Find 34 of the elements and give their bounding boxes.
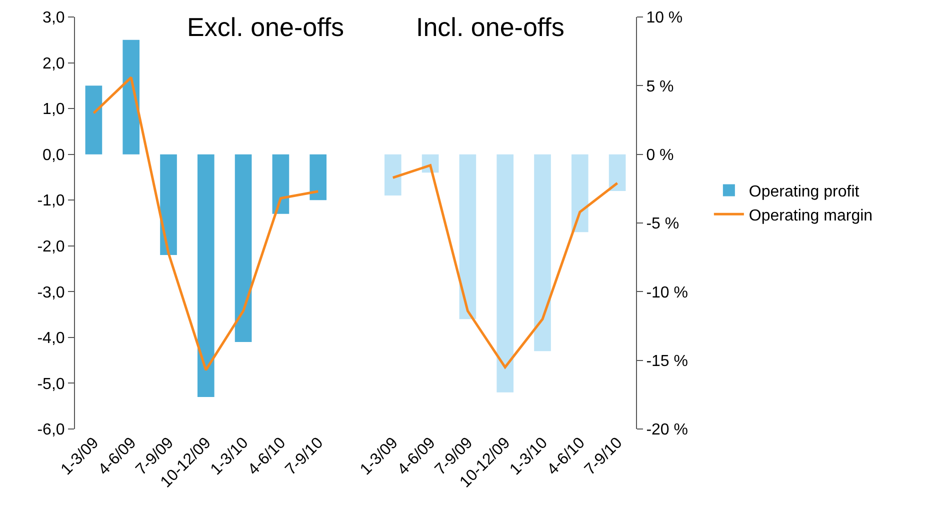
y2-tick-label: 5 % (646, 78, 674, 96)
bar (160, 154, 177, 256)
y2-tick-label: -10 % (646, 284, 688, 302)
bar (534, 154, 551, 352)
y-tick-label: -3,0 (37, 284, 65, 302)
y-tick-label: -1,0 (37, 192, 65, 210)
bar (85, 86, 102, 154)
y-tick-label: 2,0 (42, 55, 65, 72)
y2-tick-label: -15 % (646, 352, 688, 370)
bar (384, 154, 402, 196)
bar (608, 154, 626, 191)
y2-tick-label: 0 % (646, 146, 674, 164)
y-tick-label: -5,0 (37, 376, 65, 393)
y-tick-label: -6,0 (37, 422, 65, 439)
y-tick-label: 3,0 (42, 10, 65, 27)
y-tick-label: -2,0 (37, 238, 65, 256)
y-tick-label: -4,0 (37, 330, 65, 348)
bar (122, 40, 140, 154)
bar (310, 154, 327, 200)
y2-tick-label: -20 % (646, 422, 688, 439)
y-tick-label: 0,0 (42, 146, 65, 164)
y2-tick-label: -5 % (646, 216, 680, 233)
bar (496, 154, 514, 392)
bar (571, 154, 588, 232)
bar (459, 154, 476, 320)
annotation: Incl. one-offs (416, 12, 564, 42)
y2-tick-label: 10 % (646, 10, 683, 27)
legend-label: Operating profit (748, 184, 860, 201)
bar (272, 154, 290, 214)
legend-label: Operating margin (748, 207, 873, 224)
bar (197, 154, 214, 397)
y-tick-label: 1,0 (42, 101, 65, 118)
annotation: Excl. one-offs (187, 12, 344, 42)
bar (234, 154, 252, 342)
